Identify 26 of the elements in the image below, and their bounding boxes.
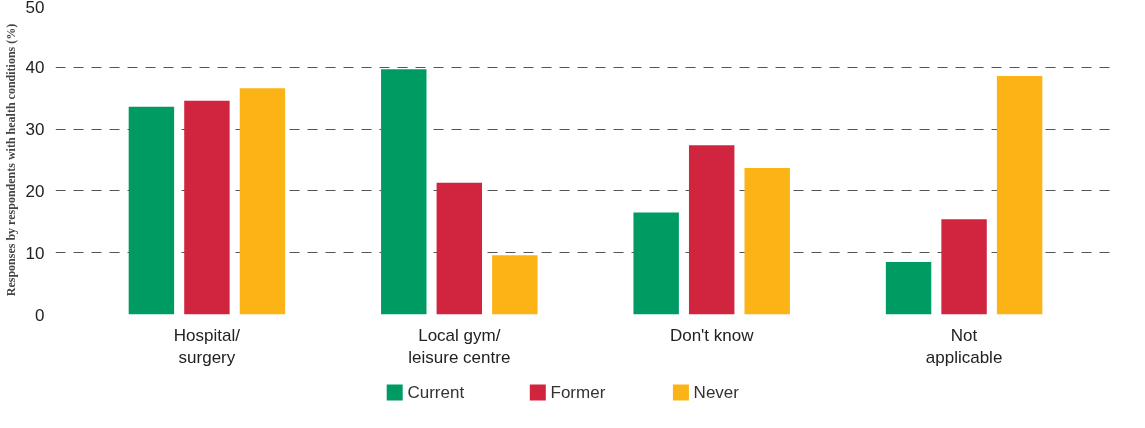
legend-label: Never (693, 383, 740, 402)
bar (184, 100, 230, 315)
x-tick-label: Don't know (669, 325, 755, 345)
y-tick-label: 40 (25, 58, 45, 78)
y-tick-label: 10 (25, 243, 45, 263)
bar (436, 182, 483, 315)
bar (885, 261, 932, 315)
bar (492, 255, 538, 315)
y-tick-label: 20 (25, 181, 45, 201)
bar (633, 212, 679, 315)
bar (688, 145, 735, 315)
legend-label: Current (407, 383, 465, 402)
y-axis-title: Responses by respondents with health conditions (%) (3, 23, 18, 297)
bar (239, 88, 286, 315)
y-tick-label: 0 (35, 305, 45, 325)
x-tick-label: Not applicable (925, 325, 1003, 368)
y-tick-label: 30 (25, 120, 45, 140)
bar (381, 69, 427, 315)
y-tick-label: 50 (25, 0, 45, 17)
bar (941, 219, 987, 315)
legend-label: Former (550, 383, 606, 402)
x-tick-label: Local gym/ leisure centre (408, 325, 511, 368)
bar (128, 106, 175, 315)
bar (744, 168, 790, 315)
x-tick-label: Hospital/ surgery (173, 325, 241, 368)
bar (996, 75, 1043, 315)
